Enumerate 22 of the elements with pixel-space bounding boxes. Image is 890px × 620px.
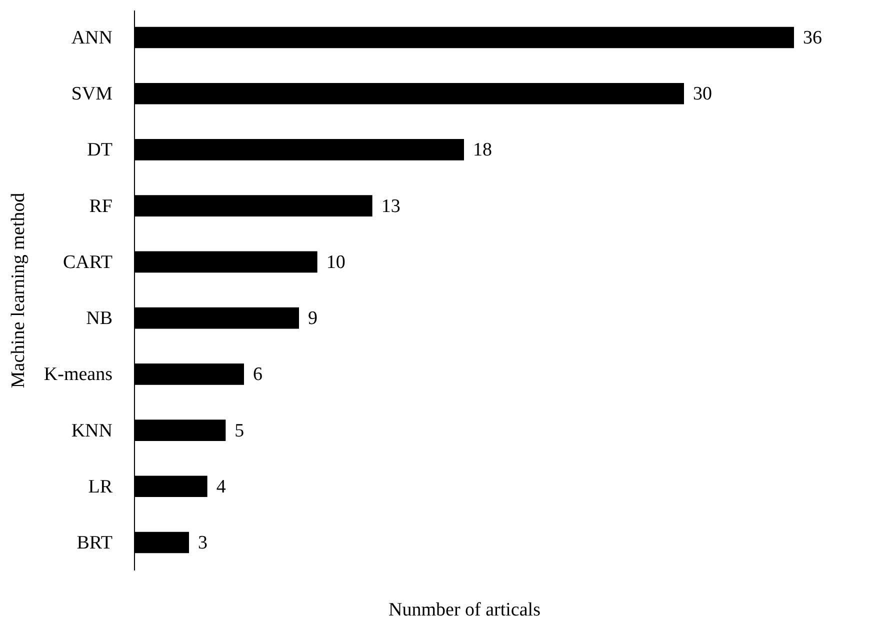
data-label: 10 bbox=[326, 252, 346, 273]
data-label: 3 bbox=[198, 532, 208, 554]
y-tick-label: KNN bbox=[71, 420, 113, 442]
y-tick-label: LR bbox=[88, 476, 113, 498]
data-label: 6 bbox=[253, 364, 262, 386]
data-label: 13 bbox=[381, 196, 400, 217]
y-tick-label: NB bbox=[86, 308, 112, 330]
y-tick-label: RF bbox=[89, 196, 112, 217]
data-label: 9 bbox=[308, 308, 318, 330]
data-label: 30 bbox=[693, 84, 712, 105]
y-tick-label: BRT bbox=[76, 532, 113, 554]
x-axis-title: Nunmber of articals bbox=[388, 600, 540, 620]
y-tick-label: CART bbox=[62, 252, 113, 273]
data-label: 36 bbox=[803, 27, 822, 48]
y-tick-label: ANN bbox=[71, 27, 113, 48]
y-tick-label: DT bbox=[87, 140, 113, 161]
y-tick-label: K-means bbox=[44, 364, 112, 386]
data-label: 18 bbox=[473, 140, 492, 161]
data-label: 4 bbox=[216, 476, 226, 498]
data-label: 5 bbox=[234, 420, 244, 442]
y-tick-label: SVM bbox=[71, 84, 113, 105]
y-axis-title: Machine learning method bbox=[8, 192, 29, 388]
